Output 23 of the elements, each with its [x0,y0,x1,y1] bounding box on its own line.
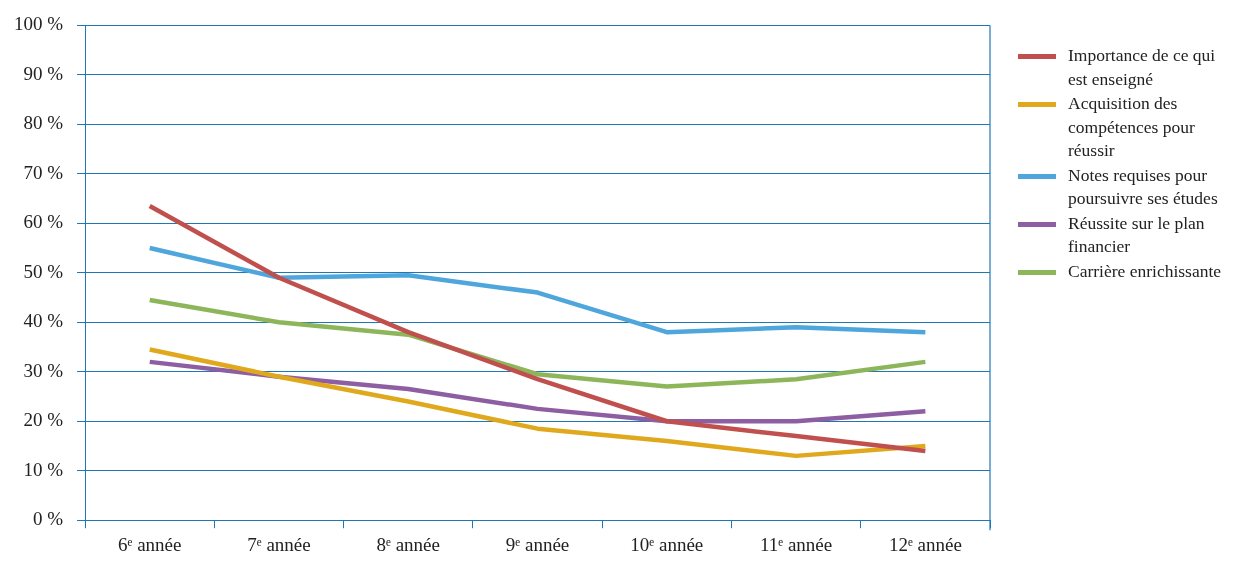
legend-label: Acquisition des compétences pour réussir [1068,92,1196,162]
x-tick-label: 6ᵉ année [118,533,182,555]
y-tick-label: 0 % [33,508,64,530]
y-tick-label: 60 % [23,211,64,233]
x-tick-label: 10ᵉ année [630,533,704,555]
x-tick-label: 11ᵉ année [759,533,833,555]
y-tick-label: 20 % [23,409,64,431]
y-tick-label: 90 % [23,62,64,84]
y-tick-label: 100 % [14,13,64,35]
y-tick-label: 10 % [23,458,64,480]
legend-label: Réussite sur le plan financier [1068,211,1206,258]
y-tick-label: 40 % [23,310,64,332]
y-tick-label: 80 % [23,112,64,134]
y-tick-label: 50 % [23,260,64,282]
x-tick-label: 8ᵉ année [376,533,440,555]
x-tick-label: 7ᵉ année [247,533,311,555]
legend-label: Carrière enrichissante [1068,259,1223,283]
legend-label: Importance de ce qui est enseigné [1068,44,1217,91]
legend-label: Notes requises pour poursuivre ses études [1068,163,1219,210]
x-tick-label: 9ᵉ année [505,533,570,555]
x-tick-label: 12ᵉ année [888,533,962,555]
y-tick-label: 30 % [23,359,64,381]
y-tick-label: 70 % [23,161,64,183]
